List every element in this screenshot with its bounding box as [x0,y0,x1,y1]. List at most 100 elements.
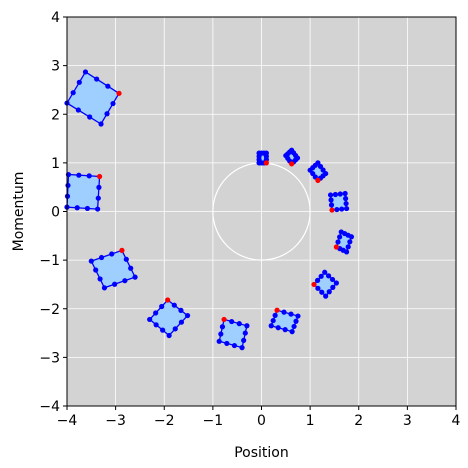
data-point [74,205,80,211]
phase-square [88,247,138,291]
phase-square [333,229,355,255]
data-point [153,310,159,316]
data-point [337,191,343,197]
x-tick-label: −2 [154,413,175,429]
data-point [338,229,344,235]
data-point [326,273,332,279]
data-point [314,277,321,283]
data-point [294,155,301,161]
data-point [315,160,321,166]
data-point [347,239,353,245]
y-tick-label: 4 [51,10,60,26]
data-point [256,160,262,166]
phase-square-fill [66,173,101,210]
marked-point [116,90,122,96]
data-point [268,323,274,329]
data-point [65,182,71,189]
data-point [95,195,101,201]
data-point [88,258,94,264]
data-point [86,173,92,179]
marked-point [315,177,321,183]
data-point [224,340,230,347]
y-tick-label: −4 [39,399,60,415]
grid [66,16,457,407]
data-point [329,276,336,283]
data-point [171,302,177,308]
data-point [275,325,281,331]
data-point [128,265,134,271]
data-point [96,184,102,190]
data-point [219,324,226,330]
data-point [337,234,343,240]
data-point [239,345,245,351]
data-point [94,76,100,82]
data-point [147,316,153,323]
phase-square [327,190,350,213]
marked-point [165,297,171,303]
data-point [293,318,299,324]
y-tick-label: 0 [51,205,60,221]
data-point [335,239,341,245]
x-tick-label: 0 [257,413,266,429]
squares [64,69,355,351]
marked-point [263,160,269,166]
marked-point [221,316,227,323]
data-point [295,313,301,319]
data-point [283,152,289,159]
data-point [159,303,165,310]
phase-square [147,297,191,339]
marked-point [119,247,125,253]
data-point [345,244,351,250]
marked-point [311,281,317,288]
data-point [178,319,185,325]
x-tick-label: 4 [452,413,461,429]
data-point [343,195,349,202]
data-point [291,323,297,330]
phase-square [311,269,339,299]
y-tick-label: −2 [39,302,60,318]
y-tick-label: 3 [51,59,60,75]
data-point [330,284,336,290]
data-point [160,327,166,333]
data-point [172,326,178,332]
data-point [109,251,115,257]
data-point [343,205,350,212]
data-point [307,167,313,173]
data-point [229,318,235,325]
data-point [112,281,118,287]
x-tick-label: −1 [203,413,224,429]
marked-point [96,173,103,180]
data-point [184,312,191,319]
data-point [178,307,184,313]
phase-square [283,147,301,167]
data-point [87,114,93,120]
x-tick-label: −3 [105,413,126,429]
x-tick-label: 3 [403,413,412,429]
data-point [328,202,335,208]
data-point [123,256,129,262]
data-point [93,267,99,273]
data-point [101,285,108,291]
x-axis-title: Position [234,445,289,461]
data-point [84,205,91,212]
phase-square [64,171,103,212]
data-point [256,150,262,156]
data-point [342,190,348,197]
data-point [281,309,287,315]
marked-point [333,244,339,250]
y-tick-label: −3 [39,350,60,366]
data-point [236,321,242,327]
data-point [95,206,101,212]
marked-point [329,207,335,213]
data-point [322,269,328,275]
data-point [334,206,340,213]
data-point [98,121,104,127]
y-tick-label: 1 [51,156,60,172]
data-point [319,289,325,295]
data-point [270,317,276,324]
data-point [70,90,76,96]
data-point [315,285,321,291]
data-point [153,322,159,328]
data-point [326,289,332,295]
